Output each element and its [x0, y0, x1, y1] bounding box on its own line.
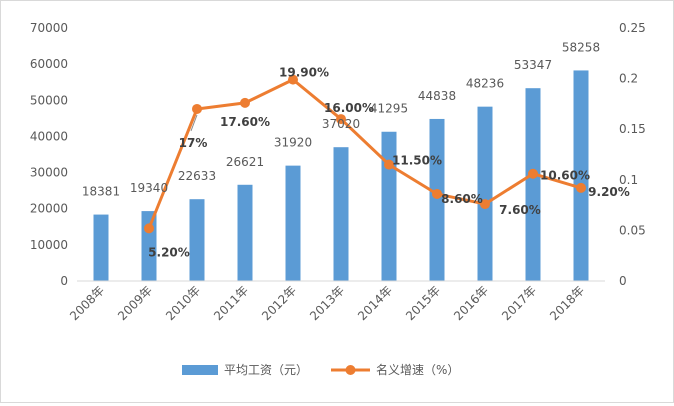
x-tick-label: 2013年	[307, 283, 347, 323]
bar-2012年	[285, 165, 301, 281]
bars-layer	[93, 70, 589, 282]
x-tick-label: 2008年	[67, 283, 107, 323]
bar-data-label: 53347	[514, 58, 552, 72]
right-y-tick-label: 0.25	[619, 21, 646, 35]
left-y-tick-label: 60000	[30, 57, 68, 71]
legend-line-label: 名义增速（%）	[376, 362, 459, 377]
line-point-2010年	[192, 103, 202, 114]
line-data-label: 19.90%	[279, 66, 329, 80]
line-point-2018年	[576, 182, 586, 193]
bar-2010年	[189, 199, 205, 281]
x-tick-label: 2018年	[547, 283, 587, 323]
left-y-tick-label: 70000	[30, 21, 68, 35]
left-y-tick-label: 10000	[30, 238, 68, 252]
bar-2017年	[525, 88, 541, 282]
bar-2014年	[381, 131, 397, 281]
bar-data-label: 44838	[418, 89, 456, 103]
line-point-2017年	[528, 168, 538, 179]
line-data-label: 5.20%	[148, 245, 190, 259]
line-data-label: 8.60%	[441, 192, 483, 206]
left-y-tick-label: 0	[60, 274, 68, 288]
label-layer: 18381 19340 22633 26621 31920 37020 41295 44838…	[82, 40, 630, 259]
line-point-2009年	[144, 223, 154, 234]
left-y-tick-label: 40000	[30, 129, 68, 143]
legend-line-marker	[345, 365, 356, 375]
legend: 平均工资（元） 名义增速（%）	[182, 362, 459, 377]
bar-data-label: 37020	[322, 117, 360, 131]
bar-data-label: 19340	[130, 181, 168, 195]
x-tick-label: 2014年	[355, 283, 395, 323]
x-tick-label: 2016年	[451, 283, 491, 323]
bar-data-label: 41295	[370, 102, 408, 116]
legend-bar-label: 平均工资（元）	[224, 363, 308, 377]
growth-line	[147, 78, 583, 230]
line-data-label: 10.60%	[540, 169, 590, 183]
line-data-label: 7.60%	[499, 203, 541, 217]
line-layer	[144, 74, 586, 234]
line-point-2014年	[384, 159, 394, 170]
x-tick-label: 2009年	[115, 283, 155, 323]
bar-data-label: 22633	[178, 169, 216, 183]
line-data-label: 17.60%	[220, 115, 270, 129]
line-data-label: 9.20%	[588, 185, 630, 199]
x-tick-label: 2017年	[499, 283, 539, 323]
bar-2011年	[237, 184, 253, 281]
x-tick-label: 2015年	[403, 283, 443, 323]
left-y-tick-label: 20000	[30, 202, 68, 216]
line-data-label: 17%	[179, 136, 208, 150]
line-data-label: 16.00%	[324, 101, 374, 115]
line-data-label: 11.50%	[392, 154, 442, 168]
label-leader-line	[190, 114, 198, 132]
line-point-2013年	[336, 114, 346, 125]
bar-2013年	[333, 147, 349, 281]
right-y-tick-label: 0.05	[619, 223, 646, 237]
right-y-tick-label: 0.15	[619, 122, 646, 136]
bar-data-label: 18381	[82, 185, 120, 199]
line-point-2015年	[432, 188, 442, 199]
bar-2015年	[429, 118, 445, 281]
right-y-tick-label: 0.2	[619, 72, 638, 86]
left-y-tick-label: 50000	[30, 93, 68, 107]
legend-bar-swatch	[182, 365, 218, 375]
line-point-2016年	[480, 199, 490, 210]
line-point-2011年	[240, 97, 250, 108]
right-y-tick-label: 0.1	[619, 173, 638, 187]
right-y-tick-label: 0	[619, 274, 627, 288]
x-tick-label: 2011年	[211, 283, 251, 323]
bar-2008年	[93, 214, 109, 281]
left-y-tick-label: 30000	[30, 166, 68, 180]
bar-data-label: 26621	[226, 155, 264, 169]
bar-data-label: 58258	[562, 40, 600, 54]
line-point-2012年	[288, 74, 298, 85]
x-tick-label: 2012年	[259, 283, 299, 323]
x-tick-label: 2010年	[163, 283, 203, 323]
bar-2016年	[477, 106, 493, 281]
bar-data-label: 48236	[466, 77, 504, 91]
bar-data-label: 31920	[274, 136, 312, 150]
bar-2018年	[573, 70, 589, 282]
